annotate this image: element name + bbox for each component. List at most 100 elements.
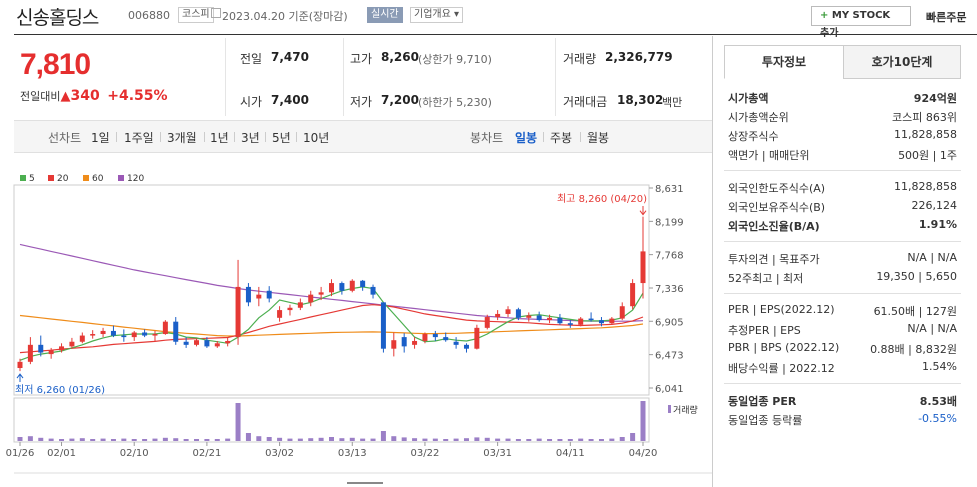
info-value: 500원 | 1주 — [898, 149, 957, 162]
quick-order-link[interactable]: 빠른주문 — [926, 11, 967, 24]
volume-bar — [391, 436, 397, 441]
tab-1d[interactable]: 1일 — [91, 131, 110, 145]
tab-separator — [116, 132, 117, 142]
tab-separator — [160, 132, 161, 142]
candle-body — [588, 318, 594, 321]
volume-bar — [173, 438, 179, 441]
candle-body — [27, 344, 33, 362]
candle-body — [297, 302, 303, 308]
info-value: 1.54% — [922, 360, 957, 373]
info-value: 11,828,858 — [894, 128, 957, 141]
volume-bar — [256, 436, 262, 441]
candle-body — [121, 335, 127, 338]
candle-body — [557, 317, 563, 324]
candle-body — [609, 318, 615, 324]
current-price: 7,810 — [20, 48, 91, 81]
volume-frame — [13, 397, 650, 443]
candle-body — [173, 321, 179, 342]
tab-3m[interactable]: 3개월 — [167, 131, 197, 145]
tab-monthly[interactable]: 월봉 — [587, 131, 610, 145]
tab-1w[interactable]: 1주일 — [124, 131, 154, 145]
x-tick-label: 03/02 — [265, 448, 294, 459]
company-overview-button[interactable]: 기업개요 ▾ — [410, 7, 464, 23]
prev-close-value: 7,470 — [271, 50, 309, 64]
candle-chart-label: 봉차트 — [470, 131, 504, 145]
volume-bar — [484, 437, 490, 441]
candle-body — [131, 332, 137, 338]
info-label: 배당수익률 | 2022.12 — [728, 362, 835, 375]
x-tick-label: 03/31 — [483, 448, 512, 459]
change-pct: +4.55% — [107, 88, 168, 104]
candle-body — [526, 315, 532, 318]
grid-divider — [225, 38, 226, 116]
high-label: 고가 — [350, 52, 373, 66]
tab-weekly[interactable]: 주봉 — [550, 131, 573, 145]
volume-bar — [495, 438, 501, 441]
candle-body — [277, 310, 283, 318]
x-tick-label: 03/13 — [338, 448, 367, 459]
candle-body — [194, 340, 200, 345]
x-tick-label: 02/10 — [120, 448, 149, 459]
chevron-down-icon: ▾ — [454, 9, 460, 20]
candle-body — [69, 341, 75, 347]
volume-value: 2,326,779 — [605, 50, 673, 64]
volume-bar — [360, 438, 366, 441]
tab-investment-info[interactable]: 투자정보 — [724, 45, 844, 79]
live-badge[interactable]: 실시간 — [367, 7, 403, 23]
volume-bar — [453, 438, 459, 441]
volume-bar — [266, 437, 272, 441]
y-tick-label: 6,473 — [655, 351, 684, 362]
y-tick-label: 7,336 — [655, 284, 684, 295]
volume-legend-swatch — [668, 405, 671, 413]
tab-1y[interactable]: 1년 — [210, 131, 229, 145]
legend-label: 60 — [92, 174, 104, 184]
candle-body — [391, 340, 397, 349]
legend-swatch — [83, 175, 89, 181]
volume-bar — [142, 439, 148, 441]
candle-body — [453, 341, 459, 345]
trade-amount-label: 거래대금 — [563, 95, 608, 109]
candle-body — [214, 343, 220, 347]
candle-body — [287, 307, 293, 311]
info-label: 외국인소진율(B/A) — [728, 220, 820, 233]
candle-body — [474, 327, 480, 349]
candle-body — [380, 302, 386, 349]
candle-body — [142, 332, 148, 336]
my-stock-add-button[interactable]: + MY STOCK 추가 — [811, 6, 911, 39]
tab-10y[interactable]: 10년 — [303, 131, 330, 145]
candle-body — [349, 280, 355, 291]
tab-separator — [543, 132, 544, 142]
my-stock-label: MY STOCK 추가 — [820, 10, 891, 39]
tab-5y[interactable]: 5년 — [272, 131, 291, 145]
info-label: 외국인한도주식수(A) — [728, 182, 826, 195]
candlestick-chart[interactable]: 5 20 60 120 거래량 8,631 8,199 7,768 7,336 6,905 6,… — [0, 160, 712, 487]
y-tick-label: 7,768 — [655, 251, 684, 262]
tab-3y[interactable]: 3년 — [241, 131, 260, 145]
volume-bar — [567, 439, 573, 441]
volume-bar — [557, 439, 563, 441]
candle-body — [256, 294, 262, 299]
candle-body — [17, 361, 23, 368]
candle-body — [515, 309, 521, 318]
volume-bar — [578, 438, 584, 441]
info-value: 0.88배 | 8,832원 — [870, 343, 957, 356]
volume-bar — [27, 436, 33, 441]
volume-bar — [297, 438, 303, 441]
calendar-icon — [211, 8, 221, 18]
low-label: 저가 — [350, 95, 373, 109]
candle-body — [318, 292, 324, 295]
min-price-annotation: 최저 6,260 (01/26) — [15, 384, 105, 396]
tab-separator — [580, 132, 581, 142]
ma20-line — [19, 304, 644, 354]
tab-order-book[interactable]: 호가10단계 — [843, 45, 961, 79]
max-arrow-head — [639, 210, 647, 216]
legend-swatch — [118, 175, 124, 181]
volume-bar — [370, 438, 376, 441]
volume-bar — [48, 438, 54, 441]
ma5-line — [19, 286, 644, 361]
volume-bar — [79, 438, 85, 441]
tab-daily[interactable]: 일봉 — [515, 131, 538, 145]
prev-close-label: 전일 — [240, 52, 263, 66]
change-row: 전일대비▲340 +4.55% — [20, 88, 168, 104]
info-value: N/A | N/A — [907, 322, 957, 335]
